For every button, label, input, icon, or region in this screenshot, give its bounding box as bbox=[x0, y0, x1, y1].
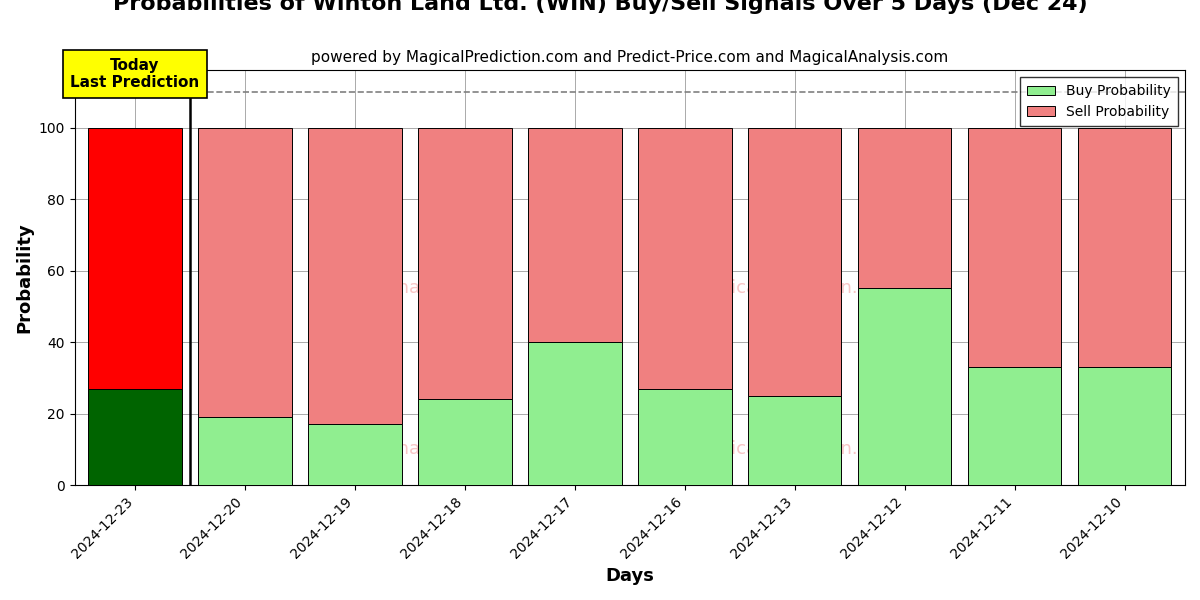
Y-axis label: Probability: Probability bbox=[16, 223, 34, 333]
Bar bbox=[858, 289, 952, 485]
Bar bbox=[528, 342, 622, 485]
Bar bbox=[198, 128, 292, 417]
Text: Today
Last Prediction: Today Last Prediction bbox=[71, 58, 199, 90]
Bar bbox=[638, 389, 732, 485]
Bar bbox=[528, 128, 622, 342]
Bar bbox=[858, 128, 952, 289]
Text: MagicalAnalysis.com: MagicalAnalysis.com bbox=[316, 440, 504, 458]
Bar bbox=[1078, 128, 1171, 367]
Bar bbox=[89, 389, 182, 485]
Legend: Buy Probability, Sell Probability: Buy Probability, Sell Probability bbox=[1020, 77, 1178, 126]
Bar bbox=[198, 417, 292, 485]
Bar bbox=[419, 128, 511, 400]
Text: MagicalAnalysis.com: MagicalAnalysis.com bbox=[316, 280, 504, 298]
Text: MagicalPrediction.com: MagicalPrediction.com bbox=[694, 280, 896, 298]
X-axis label: Days: Days bbox=[605, 567, 654, 585]
Bar bbox=[308, 128, 402, 424]
Title: powered by MagicalPrediction.com and Predict-Price.com and MagicalAnalysis.com: powered by MagicalPrediction.com and Pre… bbox=[311, 50, 948, 65]
Bar bbox=[748, 396, 841, 485]
Bar bbox=[748, 128, 841, 396]
Text: Probabilities of Winton Land Ltd. (WIN) Buy/Sell Signals Over 5 Days (Dec 24): Probabilities of Winton Land Ltd. (WIN) … bbox=[113, 0, 1087, 14]
Text: MagicalPrediction.com: MagicalPrediction.com bbox=[694, 440, 896, 458]
Bar bbox=[1078, 367, 1171, 485]
Bar bbox=[308, 424, 402, 485]
Bar bbox=[968, 367, 1061, 485]
Bar bbox=[638, 128, 732, 389]
Bar bbox=[968, 128, 1061, 367]
Bar bbox=[89, 128, 182, 389]
Bar bbox=[419, 400, 511, 485]
